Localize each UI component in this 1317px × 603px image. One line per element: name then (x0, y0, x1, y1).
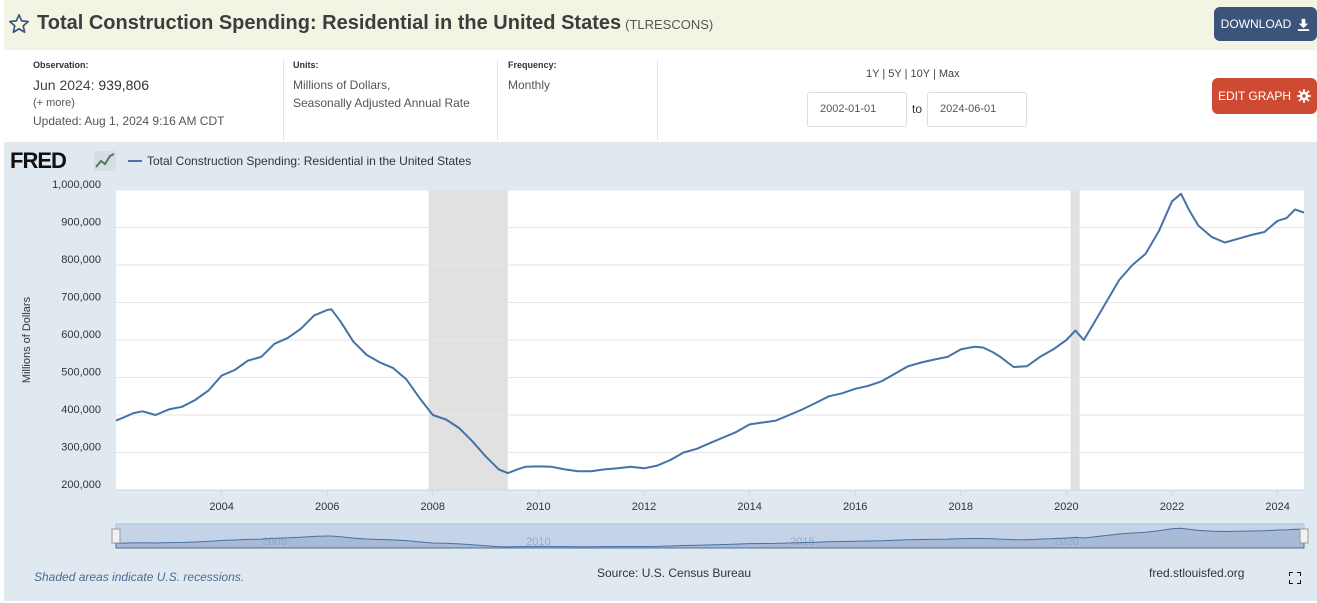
recession-note: Shaded areas indicate U.S. recessions. (34, 570, 245, 584)
title-bar (4, 0, 1317, 50)
updated-text: Updated: Aug 1, 2024 9:16 AM CDT (33, 114, 225, 128)
range-selector: 1Y | 5Y | 10Y | Max (866, 68, 960, 80)
navigator-label: 2010 (526, 536, 550, 548)
series-id: (TLRESCONS) (625, 17, 714, 32)
x-tick-label: 2012 (632, 501, 656, 513)
observation-date: Jun 2024: (33, 77, 95, 93)
y-tick-label: 600,000 (61, 329, 101, 341)
gear-icon (1297, 89, 1312, 103)
y-tick-label: 700,000 (61, 292, 101, 304)
edit-graph-label: EDIT GRAPH (1217, 89, 1292, 103)
y-tick-label: 500,000 (61, 367, 101, 379)
x-tick-label: 2016 (843, 501, 867, 513)
start-date-input[interactable]: 2002-01-01 (807, 92, 907, 127)
fred-graph-icon (94, 151, 116, 171)
fullscreen-icon[interactable] (1289, 572, 1301, 584)
divider (497, 60, 498, 140)
end-date-input[interactable]: 2024-06-01 (927, 92, 1027, 127)
x-tick-label: 2010 (526, 501, 550, 513)
y-tick-label: 800,000 (61, 254, 101, 266)
observation-label: Observation: (33, 60, 89, 70)
x-tick-label: 2018 (949, 501, 973, 513)
y-tick-label: 400,000 (61, 404, 101, 416)
units-block: Units: Millions of Dollars, Seasonally A… (293, 60, 470, 112)
source-text: Source: U.S. Census Bureau (597, 566, 752, 580)
frequency-block: Frequency: Monthly (508, 60, 557, 94)
observation-value: 939,806 (98, 77, 149, 93)
x-tick-label: 2024 (1265, 501, 1289, 513)
units-line-1: Millions of Dollars, (293, 78, 391, 92)
units-label: Units: (293, 60, 319, 70)
navigator-series (115, 527, 1305, 549)
y-tick-label: 200,000 (61, 479, 101, 491)
divider (283, 60, 284, 140)
range-10y-button[interactable]: 10Y (910, 68, 930, 80)
download-label: DOWNLOAD (1220, 17, 1292, 31)
x-tick-label: 2022 (1160, 501, 1184, 513)
series-title: Total Construction Spending: Residential… (37, 12, 622, 34)
x-tick-label: 2004 (209, 501, 233, 513)
download-icon (1298, 18, 1310, 31)
divider (657, 60, 658, 140)
range-1y-button[interactable]: 1Y (866, 68, 880, 80)
range-max-button[interactable]: Max (938, 68, 960, 80)
range-separator: | (904, 68, 908, 80)
y-tick-label: 300,000 (61, 442, 101, 454)
download-button[interactable]: DOWNLOAD (1214, 7, 1317, 41)
navigator-handle[interactable] (1299, 528, 1309, 544)
to-label: to (912, 102, 923, 116)
series-line (115, 192, 1305, 475)
range-separator: | (932, 68, 936, 80)
more-link[interactable]: (+ more) (33, 97, 75, 109)
range-5y-button[interactable]: 5Y (888, 68, 902, 80)
star-icon[interactable] (8, 13, 30, 35)
frequency-value: Monthly (508, 78, 551, 92)
x-tick-label: 2020 (1054, 501, 1078, 513)
site-link[interactable]: fred.stlouisfed.org (1149, 566, 1245, 580)
x-tick-label: 2008 (421, 501, 445, 513)
units-line-2: Seasonally Adjusted Annual Rate (293, 96, 470, 110)
legend-label: Total Construction Spending: Residential… (147, 154, 472, 168)
page-title: Total Construction Spending: Residential… (37, 12, 713, 35)
y-tick-label: 1,000,000 (52, 179, 101, 191)
fred-logo[interactable]: FRED (10, 148, 67, 173)
x-tick-label: 2014 (737, 501, 761, 513)
x-tick-label: 2006 (315, 501, 339, 513)
edit-graph-button[interactable]: EDIT GRAPH (1212, 78, 1317, 114)
navigator-handle[interactable] (111, 528, 121, 544)
frequency-label: Frequency: (508, 60, 557, 70)
range-separator: | (882, 68, 886, 80)
y-tick-label: 900,000 (61, 217, 101, 229)
observation-block: Observation: Jun 2024: 939,806 (+ more) … (33, 60, 224, 130)
legend-swatch (128, 160, 142, 162)
